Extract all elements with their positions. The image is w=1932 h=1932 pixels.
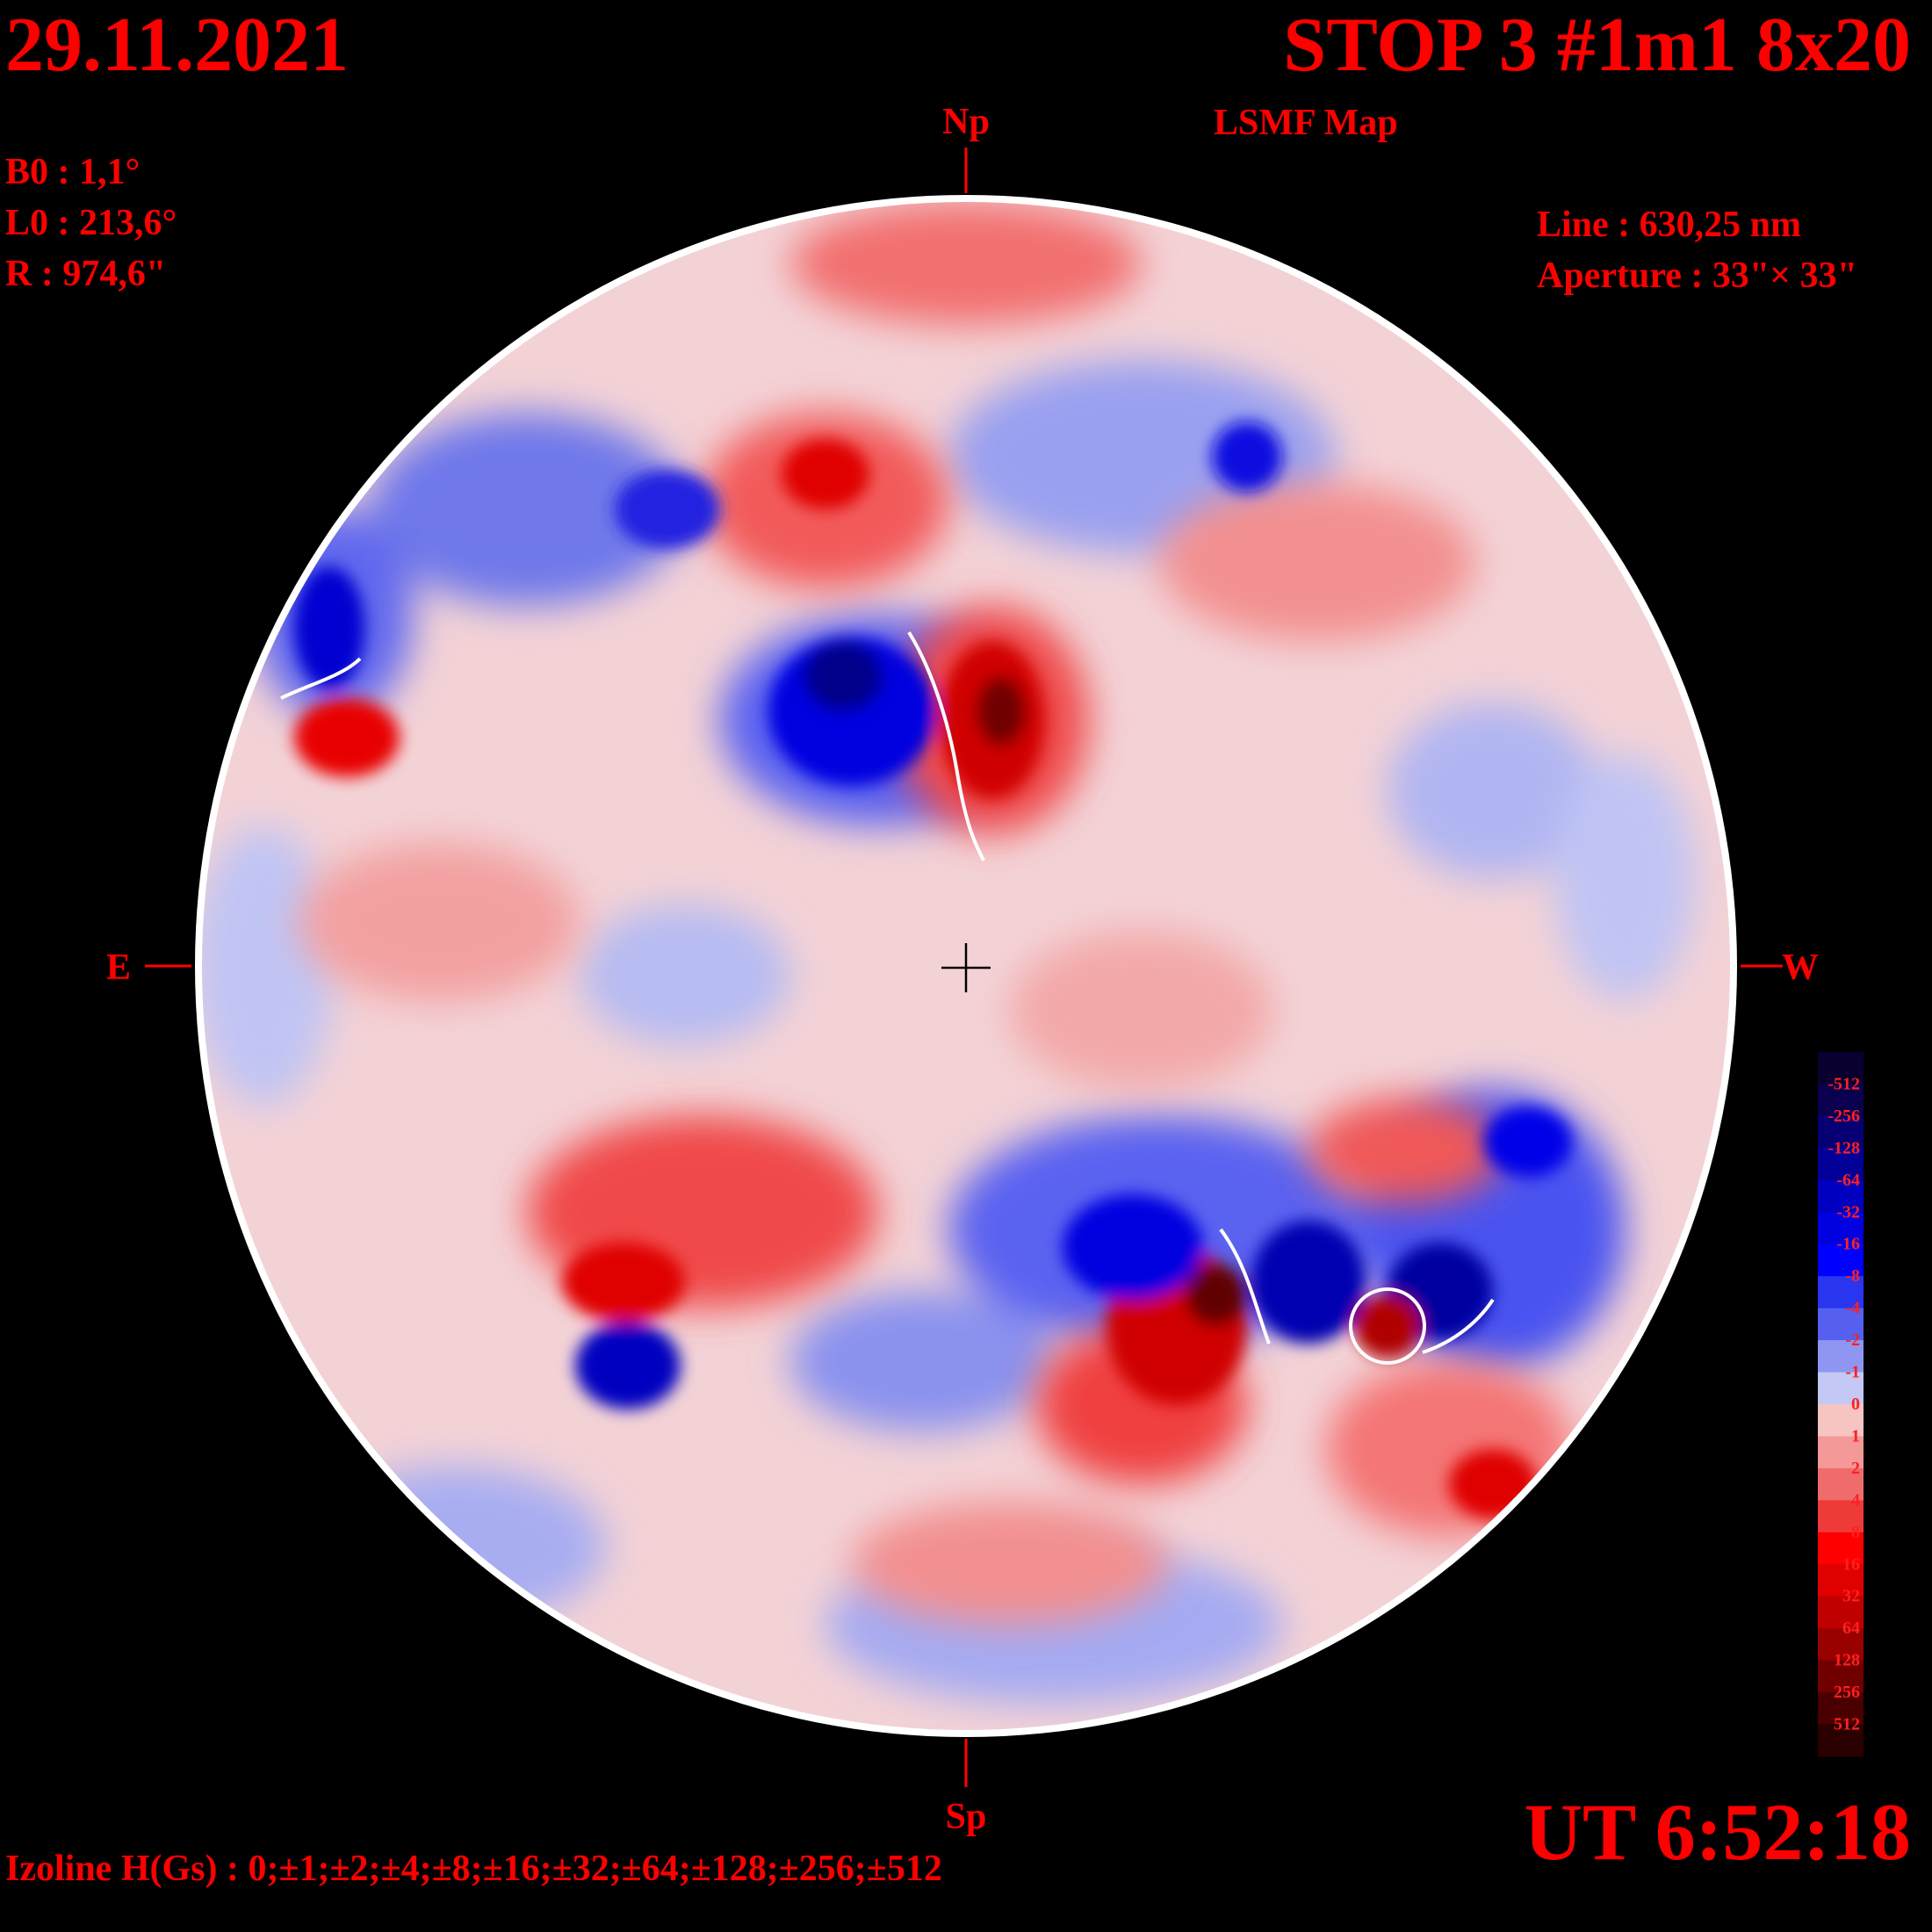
color-bar-label: 512 [1834,1715,1860,1734]
color-bar-swatch [1818,1276,1864,1309]
color-bar-label: 2 [1851,1459,1860,1478]
center-crosshair [941,943,991,992]
color-bar-swatch [1818,1724,1864,1757]
color-bar-label: -256 [1827,1107,1860,1126]
color-bar-label: 32 [1842,1587,1860,1606]
color-bar-swatch [1818,1372,1864,1405]
color-bar-label: 128 [1834,1651,1860,1670]
color-bar-label: 4 [1851,1490,1860,1510]
param-radius: R : 974,6" [5,254,167,294]
color-bar-swatch [1818,1052,1864,1085]
orientation-ticks [145,148,1783,1787]
west-label: W [1782,948,1819,988]
color-bar-swatch [1818,1564,1864,1597]
color-bar-label: -4 [1845,1299,1860,1318]
north-label: Np [942,102,990,142]
color-bar-label: 1 [1851,1426,1860,1445]
active-region-cores [294,422,1572,1519]
color-bar-label: 16 [1842,1554,1860,1574]
map-title: STOP 3 #1m1 8x20 [1283,3,1911,88]
izoline-levels: Izoline H(Gs) : 0;±1;±2;±4;±8;±16;±32;±6… [5,1849,942,1889]
color-bar-swatch [1818,1179,1864,1213]
color-bar-label: -512 [1827,1074,1860,1093]
color-bar-swatch [1818,1308,1864,1341]
color-bar-label: 0 [1851,1395,1860,1414]
param-b0: B0 : 1,1° [5,152,141,192]
color-bar-label: 256 [1834,1683,1860,1702]
color-bar-label: -2 [1845,1330,1860,1350]
south-label: Sp [946,1797,987,1837]
spectral-line: Line : 630,25 nm [1537,205,1802,245]
east-label: E [106,948,131,988]
aperture-size: Aperture : 33"× 33" [1537,256,1857,296]
color-bar-swatch [1818,1404,1864,1437]
color-bar-label: -32 [1836,1202,1860,1222]
color-bar-swatch [1818,1340,1864,1373]
neutral-lines [280,631,1495,1365]
color-bar-swatch [1818,1467,1864,1501]
color-bar-swatch [1818,1596,1864,1629]
color-bar-swatch [1818,1436,1864,1469]
color-bar-label: 64 [1842,1618,1860,1638]
param-l0: L0 : 213,6° [5,203,177,243]
color-bar-swatch [1818,1628,1864,1662]
color-bar-swatch [1818,1692,1864,1726]
color-bar-label: -64 [1836,1171,1860,1190]
field-color-bar: -512 -256 -128 -64 -32 -16 -8 -4 -2 -1 0 1 2 4 8 16 32 64… [1818,1052,1864,1757]
observation-date: 29.11.2021 [5,3,350,88]
color-bar-label: -16 [1836,1235,1860,1254]
color-bar-label: -1 [1845,1363,1860,1382]
color-bar-swatch [1818,1148,1864,1181]
universal-time: UT 6:52:18 [1524,1787,1911,1877]
color-bar-swatch [1818,1500,1864,1533]
color-bar-swatch [1818,1212,1864,1245]
color-bar-swatch [1818,1532,1864,1565]
color-bar-swatch [1818,1244,1864,1277]
color-bar-label: -128 [1827,1138,1860,1157]
color-bar-label: -8 [1845,1266,1860,1286]
map-subtitle: LSMF Map [1214,103,1398,143]
color-bar-swatch [1818,1115,1864,1149]
color-bar-swatch [1818,1660,1864,1693]
color-bar-swatch [1818,1084,1864,1117]
positive-polarity-regions [299,202,1572,1625]
color-bar-label: 8 [1851,1523,1860,1542]
